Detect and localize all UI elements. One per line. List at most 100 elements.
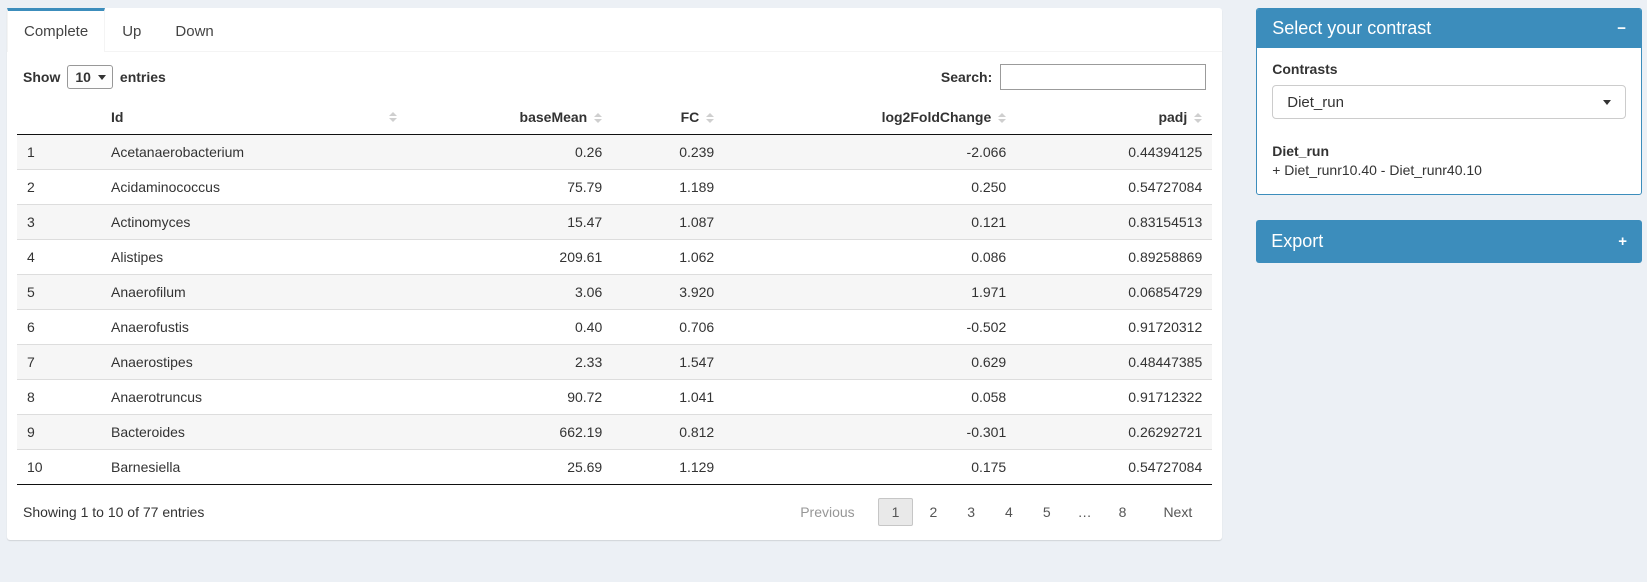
cell-index: 10 xyxy=(17,449,101,485)
cell-log2FoldChange: 0.058 xyxy=(724,379,1017,415)
cell-Id: Barnesiella xyxy=(101,449,408,485)
pagination-page-4[interactable]: 4 xyxy=(1005,504,1013,520)
cell-Id: Actinomyces xyxy=(101,204,408,240)
tab-down[interactable]: Down xyxy=(175,23,214,40)
pagination-next[interactable]: Next xyxy=(1163,504,1193,520)
cell-baseMean: 90.72 xyxy=(407,379,613,415)
cell-FC: 0.706 xyxy=(612,309,725,345)
table-row: 2 Acidaminococcus 75.79 1.189 0.250 0.5472708… xyxy=(17,169,1213,205)
pagination-page-2[interactable]: 2 xyxy=(929,504,938,520)
table-footer: Showing 1 to 10 of 77 entries Previous 1 2… xyxy=(17,485,1212,532)
right-sidebar: Select your contrast − Contrasts Diet_ru… xyxy=(1256,8,1642,263)
cell-index: 1 xyxy=(27,144,35,160)
cell-index: 8 xyxy=(17,379,101,415)
collapse-minus-icon[interactable]: − xyxy=(1617,20,1626,37)
expand-plus-icon[interactable]: + xyxy=(1618,233,1627,250)
column-header-log2FoldChange[interactable]: log2FoldChange xyxy=(724,100,1017,135)
tab-bar: Complete Up Down xyxy=(7,8,1223,52)
chevron-down-icon xyxy=(1603,99,1611,105)
caret-down-icon xyxy=(97,74,106,80)
cell-baseMean: 25.69 xyxy=(407,449,613,485)
column-label: baseMean xyxy=(519,109,588,125)
cell-Id: Anaerotruncus xyxy=(101,379,408,415)
page-length-select[interactable]: 10 xyxy=(67,65,113,89)
contrasts-label: Contrasts xyxy=(1272,61,1338,77)
sort-icon xyxy=(706,113,715,124)
results-card: Complete Up Down Show 10 entries Search: xyxy=(7,8,1223,540)
cell-baseMean: 3.06 xyxy=(407,274,613,310)
cell-padj: 0.06854729 xyxy=(1016,274,1213,310)
cell-Id: Anaerostipes xyxy=(101,344,408,380)
cell-index: 9 xyxy=(17,414,101,450)
cell-padj: 0.54727084 xyxy=(1016,449,1213,485)
cell-index: 5 xyxy=(17,274,101,310)
sort-icon xyxy=(1194,113,1203,124)
pagination-page-8[interactable]: 8 xyxy=(1118,504,1127,520)
cell-log2FoldChange: 1.971 xyxy=(724,274,1017,310)
column-header-baseMean[interactable]: baseMean xyxy=(407,100,613,135)
table-head: Id baseMean FC log2FoldChange padj xyxy=(17,100,1213,135)
cell-index: 4 xyxy=(17,239,101,275)
contrast-panel-body: Contrasts Diet_run Diet_run + Diet_runr1… xyxy=(1257,48,1641,194)
table-row: 9 Bacteroides 662.19 0.812 -0.301 0.26292721 xyxy=(17,414,1213,450)
page-length-control: Show 10 entries xyxy=(23,65,166,89)
pagination-page-3[interactable]: 3 xyxy=(967,504,976,520)
search-input[interactable] xyxy=(1000,64,1207,90)
pagination: Previous 1 2 3 4 5 … 8 Next xyxy=(784,498,1206,526)
table-row: 6 Anaerofustis 0.40 0.706 -0.502 0.91720312 xyxy=(17,309,1213,345)
cell-baseMean: 15.47 xyxy=(407,204,613,240)
column-header-padj[interactable]: padj xyxy=(1016,100,1213,135)
pagination-page-5[interactable]: 5 xyxy=(1042,504,1051,520)
contrast-panel-header[interactable]: Select your contrast − xyxy=(1257,9,1641,48)
cell-Id: Anaerofilum xyxy=(101,274,408,310)
export-panel-header[interactable]: Export + xyxy=(1256,220,1642,263)
sort-icon xyxy=(594,113,603,124)
tab-up[interactable]: Up xyxy=(122,23,142,40)
cell-log2FoldChange: 0.121 xyxy=(724,204,1017,240)
contrast-select[interactable]: Diet_run xyxy=(1272,85,1626,119)
cell-FC: 1.087 xyxy=(612,204,725,240)
cell-log2FoldChange: 0.086 xyxy=(724,239,1017,275)
sort-icon xyxy=(998,113,1007,124)
column-header-FC[interactable]: FC xyxy=(612,100,725,135)
table-row: 1 Acetanaerobacterium 0.26 0.239 -2.066 0.443… xyxy=(17,134,1213,170)
pagination-previous[interactable]: Previous xyxy=(800,504,855,520)
cell-FC: 0.812 xyxy=(612,414,725,450)
tab-content: Show 10 entries Search: Id baseMean FC log2… xyxy=(7,52,1222,540)
table-row: 4 Alistipes 209.61 1.062 0.086 0.89258869 xyxy=(17,239,1213,275)
cell-padj: 0.89258869 xyxy=(1016,239,1213,275)
results-table: Id baseMean FC log2FoldChange padj 1 Acetanae… xyxy=(17,100,1213,485)
cell-baseMean: 209.61 xyxy=(407,239,613,275)
tab-complete[interactable]: Complete xyxy=(7,8,106,52)
contrast-panel: Select your contrast − Contrasts Diet_ru… xyxy=(1256,8,1642,195)
search-label: Search: xyxy=(940,69,993,85)
cell-Id: Bacteroides xyxy=(101,414,408,450)
cell-Id: Acidaminococcus xyxy=(101,169,408,205)
pagination-ellipsis: … xyxy=(1077,504,1092,520)
table-row: 10 Barnesiella 25.69 1.129 0.175 0.54727084 xyxy=(17,449,1213,485)
contrast-panel-title: Select your contrast xyxy=(1272,18,1432,38)
cell-padj: 0.26292721 xyxy=(1016,414,1213,450)
pagination-page-1[interactable]: 1 xyxy=(877,498,914,526)
cell-Id: Alistipes xyxy=(101,239,408,275)
column-header-Id[interactable]: Id xyxy=(101,100,408,135)
cell-padj: 0.91712322 xyxy=(1016,379,1213,415)
cell-log2FoldChange: 0.250 xyxy=(724,169,1017,205)
cell-FC: 3.920 xyxy=(612,274,725,310)
cell-index: 3 xyxy=(17,204,101,240)
cell-index: 7 xyxy=(17,344,101,380)
column-label: log2FoldChange xyxy=(881,109,992,125)
table-header-row: Id baseMean FC log2FoldChange padj xyxy=(17,100,1213,135)
search-control: Search: xyxy=(940,64,1207,90)
contrast-name: Diet_run xyxy=(1272,143,1330,159)
cell-padj: 0.44394125 xyxy=(1128,144,1203,160)
table-row: 3 Actinomyces 15.47 1.087 0.121 0.83154513 xyxy=(17,204,1213,240)
cell-log2FoldChange: 0.175 xyxy=(724,449,1017,485)
cell-baseMean: 2.33 xyxy=(407,344,613,380)
contrast-select-value: Diet_run xyxy=(1287,93,1344,111)
cell-FC: 1.062 xyxy=(612,239,725,275)
cell-index: 2 xyxy=(17,169,101,205)
cell-log2FoldChange: -0.502 xyxy=(724,309,1017,345)
cell-baseMean: 0.26 xyxy=(574,144,603,160)
table-row: 8 Anaerotruncus 90.72 1.041 0.058 0.91712322 xyxy=(17,379,1213,415)
